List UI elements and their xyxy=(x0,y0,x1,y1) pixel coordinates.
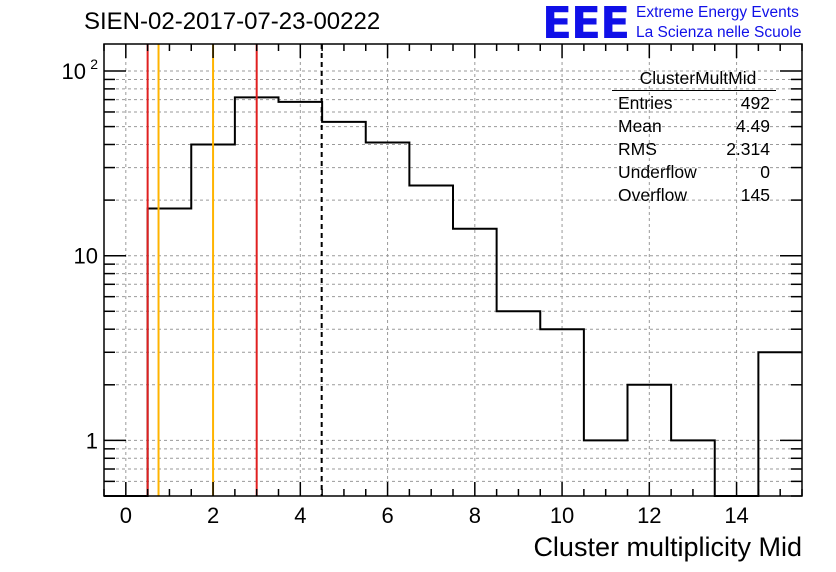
x-tick-label: 10 xyxy=(550,503,574,528)
stats-value: 4.49 xyxy=(735,116,770,136)
x-tick-label: 0 xyxy=(120,503,132,528)
stats-label: Overflow xyxy=(618,185,688,205)
stats-value: 2.314 xyxy=(726,139,770,159)
grid-lines xyxy=(104,44,802,497)
plot-title: SIEN-02-2017-07-23-00222 xyxy=(84,8,381,35)
stats-row-underflow: Underflow 0 xyxy=(612,161,776,184)
stats-value: 0 xyxy=(760,162,770,182)
stats-row-mean: Mean 4.49 xyxy=(612,115,776,138)
y-tick-label-exponent: 2 xyxy=(90,56,98,72)
vertical-marker-lines xyxy=(146,44,323,496)
stats-label: Mean xyxy=(618,116,662,136)
stats-separator xyxy=(612,90,776,91)
stats-row-rms: RMS 2.314 xyxy=(612,138,776,161)
histogram-marks xyxy=(104,96,802,497)
histogram-bin xyxy=(409,185,453,496)
x-axis-label: Cluster multiplicity Mid xyxy=(533,532,802,562)
stats-value: 492 xyxy=(740,93,770,113)
y-tick-label: 10 xyxy=(62,59,86,84)
logo-line-2: La Scienza nelle Scuole xyxy=(636,24,802,41)
y-tick-label: 1 xyxy=(86,428,98,453)
x-tick-label: 8 xyxy=(469,503,481,528)
x-tick-label: 4 xyxy=(294,503,306,528)
stats-label: RMS xyxy=(618,139,657,159)
stats-value: 145 xyxy=(740,185,770,205)
stats-row-overflow: Overflow 145 xyxy=(612,184,776,207)
y-tick-label: 10 xyxy=(74,244,98,269)
histogram-bin xyxy=(322,122,366,496)
stats-row-entries: Entries 492 xyxy=(612,92,776,115)
histogram-bin xyxy=(758,352,802,496)
x-tick-label: 12 xyxy=(637,503,661,528)
histogram-bin xyxy=(497,311,541,496)
eee-logo: EEE xyxy=(542,0,630,49)
x-tick-label: 6 xyxy=(381,503,393,528)
logo-line-1: Extreme Energy Events xyxy=(636,4,799,21)
x-tick-label: 14 xyxy=(724,503,748,528)
stats-box: ClusterMultMid Entries 492 Mean 4.49 RMS… xyxy=(612,68,776,207)
stats-title: ClusterMultMid xyxy=(639,68,757,88)
x-tick-label: 2 xyxy=(207,503,219,528)
stats-label: Entries xyxy=(618,93,673,113)
stats-label: Underflow xyxy=(618,162,697,182)
histogram-outline xyxy=(104,96,802,497)
axis-ticks xyxy=(103,44,803,497)
